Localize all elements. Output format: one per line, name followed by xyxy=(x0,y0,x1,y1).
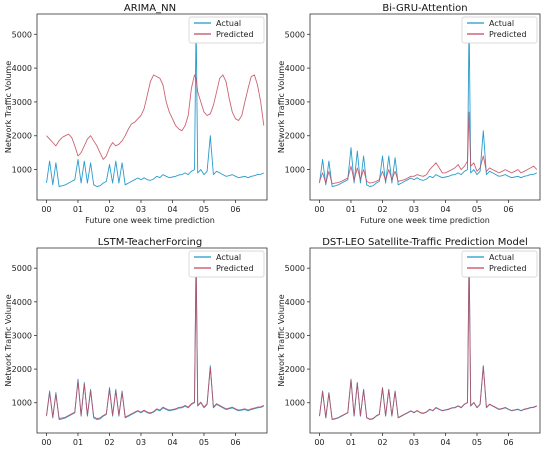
plot-frame xyxy=(36,13,268,201)
x-tick-label: 02 xyxy=(377,438,387,447)
legend: Actual Predicted xyxy=(461,16,538,44)
x-tick-label: 01 xyxy=(346,438,356,447)
plot-frame xyxy=(36,247,268,434)
x-tick-label: 00 xyxy=(41,438,51,447)
chart-panel-4: DST-LEO Satellite-Traffic Prediction Mod… xyxy=(277,237,541,447)
y-tick-label: 3000 xyxy=(12,98,32,107)
chart-title: Bi-GRU-Attention xyxy=(382,3,467,14)
x-tick-label: 06 xyxy=(503,438,513,447)
legend-label: Predicted xyxy=(489,264,527,273)
x-axis-label: Future one week time prediction xyxy=(85,216,215,225)
legend: Actual Predicted xyxy=(461,250,538,278)
legend: Actual Predicted xyxy=(188,250,265,278)
legend-label: Predicted xyxy=(216,30,254,39)
chart-title: ARIMA_NN xyxy=(124,3,176,14)
x-tick-label: 06 xyxy=(230,205,240,214)
y-tick-label: 5000 xyxy=(12,30,32,39)
chart-panel-3: LSTM-TeacherForcing 1000 2000 3000 4000 5000 0… xyxy=(4,237,268,447)
y-tick-label: 1000 xyxy=(285,166,305,175)
y-tick-label: 2000 xyxy=(12,132,32,141)
series-line-predicted xyxy=(46,257,264,419)
y-tick-label: 3000 xyxy=(285,331,305,340)
chart-title: LSTM-TeacherForcing xyxy=(98,237,203,248)
y-tick-label: 2000 xyxy=(285,132,305,141)
series-group xyxy=(46,255,264,420)
x-tick-label: 04 xyxy=(167,438,177,447)
x-tick-label: 00 xyxy=(41,205,51,214)
x-tick-label: 04 xyxy=(440,205,450,214)
y-tick-label: 1000 xyxy=(12,166,32,175)
x-tick-label: 03 xyxy=(409,438,419,447)
y-tick-label: 1000 xyxy=(285,399,305,408)
chart-title: DST-LEO Satellite-Traffic Prediction Mod… xyxy=(322,237,528,248)
y-tick-label: 4000 xyxy=(285,64,305,73)
series-group xyxy=(319,20,538,187)
x-tick-label: 06 xyxy=(503,205,513,214)
plot-frame xyxy=(309,247,541,434)
series-line-predicted xyxy=(319,254,537,420)
x-tick-label: 04 xyxy=(167,205,177,214)
x-tick-label: 05 xyxy=(472,438,482,447)
y-axis-label: Network Traffic Volume xyxy=(4,294,13,386)
series-line-predicted xyxy=(319,111,538,185)
y-tick-label: 4000 xyxy=(285,298,305,307)
x-tick-label: 01 xyxy=(73,205,83,214)
x-tick-label: 06 xyxy=(230,438,240,447)
x-tick-label: 01 xyxy=(346,205,356,214)
x-axis-label: Future one week time prediction xyxy=(360,216,490,225)
series-line-predicted xyxy=(46,74,265,160)
legend-label: Predicted xyxy=(489,30,527,39)
y-axis-label: Network Traffic Volume xyxy=(277,294,286,386)
legend: Actual Predicted xyxy=(188,16,265,44)
series-line-actual xyxy=(46,20,264,187)
series-line-actual xyxy=(319,20,537,187)
panels: ARIMA_NN 1000 2000 3000 4000 5000 00 01 02 03 04 05… xyxy=(4,3,541,447)
y-axis-label: Network Traffic Volume xyxy=(4,61,13,153)
y-tick-label: 2000 xyxy=(285,365,305,374)
y-tick-label: 5000 xyxy=(285,30,305,39)
x-tick-label: 00 xyxy=(314,205,324,214)
legend-label: Actual xyxy=(216,253,241,262)
x-tick-label: 02 xyxy=(377,205,387,214)
x-tick-label: 04 xyxy=(440,438,450,447)
legend-label: Actual xyxy=(216,19,241,28)
x-tick-label: 05 xyxy=(472,205,482,214)
y-tick-label: 2000 xyxy=(12,365,32,374)
x-tick-label: 00 xyxy=(314,438,324,447)
legend-label: Actual xyxy=(489,253,514,262)
chart-panel-2: Bi-GRU-Attention 1000 2000 3000 4000 5000 00 01… xyxy=(277,3,541,225)
series-group xyxy=(46,20,265,187)
y-tick-label: 1000 xyxy=(12,399,32,408)
y-tick-label: 3000 xyxy=(12,331,32,340)
legend-label: Predicted xyxy=(216,264,254,273)
y-tick-label: 5000 xyxy=(12,264,32,273)
y-axis-label: Network Traffic Volume xyxy=(277,61,286,153)
plot-frame xyxy=(309,13,541,201)
x-tick-label: 02 xyxy=(104,438,114,447)
legend-label: Actual xyxy=(489,19,514,28)
y-tick-label: 3000 xyxy=(285,98,305,107)
y-tick-label: 4000 xyxy=(12,64,32,73)
x-tick-label: 03 xyxy=(409,205,419,214)
y-tick-label: 5000 xyxy=(285,264,305,273)
y-tick-label: 4000 xyxy=(12,298,32,307)
x-tick-label: 05 xyxy=(199,438,209,447)
chart-panel-1: ARIMA_NN 1000 2000 3000 4000 5000 00 01 02 03 04 05… xyxy=(4,3,268,225)
x-tick-label: 03 xyxy=(136,438,146,447)
x-tick-label: 03 xyxy=(136,205,146,214)
x-tick-label: 02 xyxy=(104,205,114,214)
series-group xyxy=(319,254,537,420)
x-tick-label: 01 xyxy=(73,438,83,447)
x-tick-label: 05 xyxy=(199,205,209,214)
